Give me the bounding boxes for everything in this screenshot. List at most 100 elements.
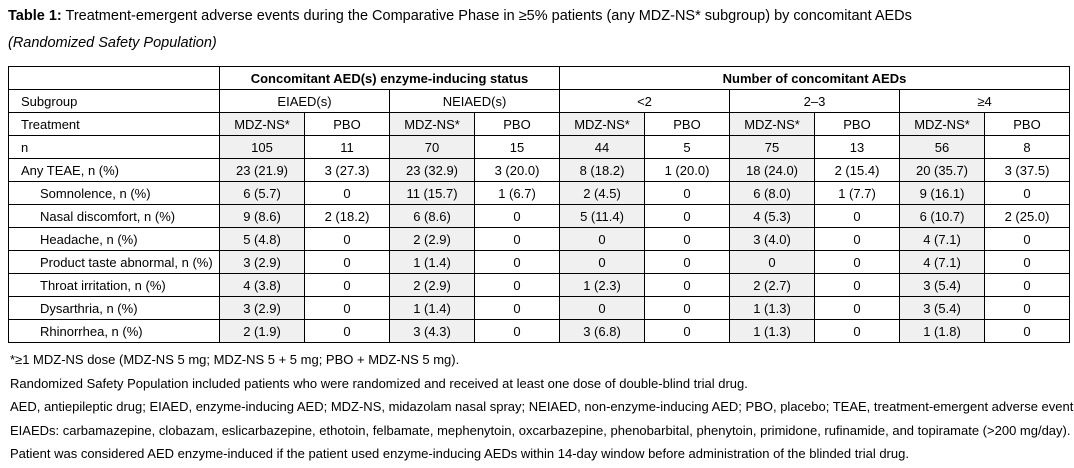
table-cell: 3 (5.4) <box>899 273 985 297</box>
table-cell: 0 <box>644 181 730 205</box>
table-cell: 1 (1.8) <box>899 319 985 343</box>
table-cell: 23 (32.9) <box>389 158 475 182</box>
footnote-line: Patient was considered AED enzyme-induce… <box>10 446 909 461</box>
subgroup-eiaed: EIAED(s) <box>219 89 390 113</box>
table-cell: 0 <box>644 250 730 274</box>
treatment-header-row: Treatment MDZ-NS* PBO MDZ-NS* PBO MDZ-NS… <box>8 112 1070 136</box>
table-body: n 105 11 70 15 44 5 75 13 56 8 Any TEAE, n (%) 23 (2… <box>8 135 1070 343</box>
table-cell: 5 (4.8) <box>219 227 305 251</box>
table-cell: 1 (1.3) <box>729 296 815 320</box>
table-cell: 44 <box>559 135 645 159</box>
table-cell: 4 (5.3) <box>729 204 815 228</box>
table-cell: 0 <box>304 227 390 251</box>
table-cell: 0 <box>729 250 815 274</box>
treatment-row-label: Treatment <box>8 112 220 136</box>
table-cell: 56 <box>899 135 985 159</box>
table-number-label: Table 1: <box>8 8 62 24</box>
table-cell: 2 (2.7) <box>729 273 815 297</box>
table-cell: 0 <box>304 296 390 320</box>
footnote-line: *≥1 MDZ-NS dose (MDZ-NS 5 mg; MDZ-NS 5 +… <box>10 352 460 367</box>
table-cell: 2 (4.5) <box>559 181 645 205</box>
table-cell: 0 <box>304 319 390 343</box>
table-cell: 0 <box>474 273 560 297</box>
table-cell: 0 <box>474 204 560 228</box>
table-cell: 0 <box>644 227 730 251</box>
table-cell: 11 <box>304 135 390 159</box>
table-cell: 1 (1.4) <box>389 250 475 274</box>
table-cell: 8 <box>984 135 1070 159</box>
treatment-col-pbo: PBO <box>474 112 560 136</box>
table-cell: 6 (8.6) <box>389 204 475 228</box>
table-cell: 0 <box>984 227 1070 251</box>
treatment-col-mdzns: MDZ-NS* <box>219 112 305 136</box>
table-cell: 9 (16.1) <box>899 181 985 205</box>
table-cell: 0 <box>814 319 900 343</box>
row-label: Product taste abnormal, n (%) <box>8 250 220 274</box>
table-row: n 105 11 70 15 44 5 75 13 56 8 <box>8 135 1070 159</box>
row-label: Dysarthria, n (%) <box>8 296 220 320</box>
subgroup-2to3: 2–3 <box>729 89 900 113</box>
table-cell: 4 (7.1) <box>899 227 985 251</box>
table-cell: 0 <box>984 296 1070 320</box>
table-cell: 3 (4.3) <box>389 319 475 343</box>
table-cell: 2 (2.9) <box>389 273 475 297</box>
enzyme-inducing-status-group-header: Concomitant AED(s) enzyme-inducing statu… <box>219 66 560 90</box>
subgroup-ge4: ≥4 <box>899 89 1070 113</box>
table-cell: 105 <box>219 135 305 159</box>
footnote-line: Randomized Safety Population included pa… <box>10 375 748 391</box>
table-cell: 23 (21.9) <box>219 158 305 182</box>
table-cell: 5 (11.4) <box>559 204 645 228</box>
treatment-col-mdzns: MDZ-NS* <box>559 112 645 136</box>
table-cell: 2 (1.9) <box>219 319 305 343</box>
table-cell: 3 (2.9) <box>219 296 305 320</box>
table-row: Throat irritation, n (%) 4 (3.8) 0 2 (2.9) 0… <box>8 273 1070 297</box>
table-cell: 0 <box>984 319 1070 343</box>
footnote-line: AED, antiepileptic drug; EIAED, enzyme-i… <box>10 399 1074 414</box>
subgroup-lt2: <2 <box>559 89 730 113</box>
table-cell: 3 (2.9) <box>219 250 305 274</box>
footnotes: *≥1 MDZ-NS dose (MDZ-NS 5 mg; MDZ-NS 5 +… <box>10 348 1074 466</box>
table-cell: 0 <box>814 273 900 297</box>
table-cell: 18 (24.0) <box>729 158 815 182</box>
table-cell: 0 <box>559 296 645 320</box>
table-cell: 2 (15.4) <box>814 158 900 182</box>
table-cell: 3 (27.3) <box>304 158 390 182</box>
table-cell: 0 <box>984 273 1070 297</box>
column-group-header-row: Concomitant AED(s) enzyme-inducing statu… <box>8 66 1070 90</box>
table-cell: 0 <box>814 250 900 274</box>
table-cell: 0 <box>984 250 1070 274</box>
table-row: Rhinorrhea, n (%) 2 (1.9) 0 3 (4.3) 0 3 (6.8)… <box>8 319 1070 343</box>
row-label: Headache, n (%) <box>8 227 220 251</box>
table-cell: 1 (6.7) <box>474 181 560 205</box>
table-cell: 0 <box>644 319 730 343</box>
table-cell: 0 <box>304 273 390 297</box>
treatment-col-pbo: PBO <box>984 112 1070 136</box>
table-row: Somnolence, n (%) 6 (5.7) 0 11 (15.7) 1 (6.7… <box>8 181 1070 205</box>
table-cell: 6 (8.0) <box>729 181 815 205</box>
table-cell: 9 (8.6) <box>219 204 305 228</box>
subgroup-row-label: Subgroup <box>8 89 220 113</box>
table-cell: 13 <box>814 135 900 159</box>
table-cell: 1 (7.7) <box>814 181 900 205</box>
table-cell: 4 (7.1) <box>899 250 985 274</box>
table-title-text: Treatment-emergent adverse events during… <box>65 8 912 24</box>
row-label: n <box>8 135 220 159</box>
table-cell: 8 (18.2) <box>559 158 645 182</box>
row-label: Throat irritation, n (%) <box>8 273 220 297</box>
row-label: Rhinorrhea, n (%) <box>8 319 220 343</box>
table-cell: 20 (35.7) <box>899 158 985 182</box>
corner-cell <box>8 66 220 90</box>
table-cell: 0 <box>474 250 560 274</box>
table-cell: 3 (20.0) <box>474 158 560 182</box>
row-label: Any TEAE, n (%) <box>8 158 220 182</box>
table-cell: 3 (6.8) <box>559 319 645 343</box>
table-cell: 75 <box>729 135 815 159</box>
treatment-col-mdzns: MDZ-NS* <box>389 112 475 136</box>
table-cell: 5 <box>644 135 730 159</box>
table-cell: 0 <box>814 204 900 228</box>
table-title: Table 1: Treatment-emergent adverse even… <box>8 7 1068 26</box>
table-row: Dysarthria, n (%) 3 (2.9) 0 1 (1.4) 0 0 0 1 (1.… <box>8 296 1070 320</box>
table-cell: 2 (2.9) <box>389 227 475 251</box>
treatment-col-mdzns: MDZ-NS* <box>899 112 985 136</box>
